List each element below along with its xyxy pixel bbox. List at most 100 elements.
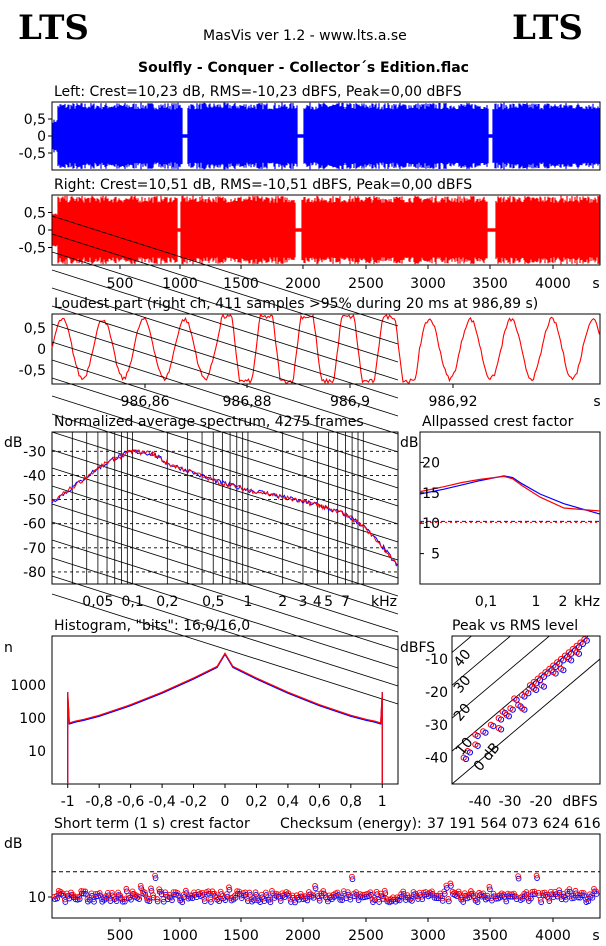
peakrms-diag-label: 10 — [453, 735, 477, 759]
spectrum-xtick: 0,5 — [202, 594, 224, 610]
app-version-line: MasVis ver 1.2 - www.lts.a.se — [203, 28, 407, 44]
peakrms-ytick: -20 — [425, 685, 448, 701]
stcrest-point-left — [113, 898, 120, 904]
allpass-xtick: 0,1 — [475, 594, 497, 610]
stcrest-point-left — [460, 899, 467, 905]
spectrum-slope — [51, 503, 399, 615]
stcrest-point-left — [515, 875, 522, 882]
left-channel-ytick: 0,5 — [24, 112, 46, 128]
stcrest-point-right — [593, 888, 599, 895]
stcrest-point-right — [199, 889, 206, 896]
stcrest-point-left — [216, 898, 223, 905]
allpass-curve-left — [419, 475, 601, 515]
stcrest-point-right — [345, 889, 351, 895]
spectrum-slope — [51, 215, 399, 327]
peakrms-point-right — [487, 721, 495, 728]
peakrms-point-right — [530, 685, 537, 692]
peakrms-point-right — [530, 678, 537, 686]
spectrum-curve-left — [51, 448, 398, 567]
stcrest-point-right — [580, 890, 587, 896]
stcrest-point-left — [76, 896, 83, 902]
stcrest-point-left — [292, 899, 298, 906]
stcrest-point-left — [538, 899, 545, 906]
spectrum-slope — [51, 269, 399, 381]
histogram-title: Histogram, "bits": 16,0/16,0 — [54, 618, 250, 634]
peakrms-point-right — [534, 675, 541, 682]
spectrum-ytick: -40 — [23, 468, 46, 484]
stcrest-point-right — [207, 896, 214, 903]
stcrest-point-left — [62, 899, 69, 905]
stcrest-point-left — [208, 899, 214, 905]
spectrum-slope — [51, 449, 399, 561]
stcrest-point-left — [312, 885, 319, 892]
loudest-xtick: 986,92 — [429, 394, 478, 410]
spectrum-slope — [51, 251, 399, 363]
stcrest-xtick: 1500 — [223, 928, 259, 944]
spectrum-ylabel: dB — [4, 435, 23, 451]
allpass-ylabel: dB — [400, 435, 419, 451]
peakrms-point-right — [503, 711, 510, 719]
stcrest-point-left — [456, 891, 462, 897]
spectrum-slope — [51, 467, 399, 579]
stcrest-point-right — [312, 883, 318, 889]
peakrms-diag-label: 20 — [451, 701, 475, 725]
peakrms-point-right — [565, 655, 572, 663]
right-channel-ytick: 0,5 — [24, 206, 46, 222]
stcrest-xtick: 2500 — [348, 928, 384, 944]
stcrest-point-right — [148, 885, 154, 892]
stcrest-point-left — [382, 890, 389, 897]
left-channel-wave — [52, 102, 600, 170]
peakrms-point-right — [515, 701, 522, 709]
stcrest-point-right — [205, 888, 212, 895]
stcrest-point-left — [593, 891, 600, 897]
peakrms-point-right — [511, 695, 518, 702]
stcrest-point-right — [152, 872, 158, 879]
spectrum-xtick: 1 — [243, 594, 252, 610]
stcrest-point-right — [137, 882, 144, 889]
stcrest-point-left — [546, 898, 553, 905]
spectrum-slope — [51, 341, 399, 453]
left-channel-ytick: 0 — [37, 129, 46, 145]
stcrest-point-right — [381, 887, 388, 894]
stcrest-point-right — [252, 889, 259, 896]
stcrest-point-right — [59, 890, 66, 897]
stcrest-point-right — [135, 893, 142, 900]
stcrest-point-right — [285, 890, 292, 897]
spectrum-ytick: -60 — [23, 517, 46, 533]
stcrest-point-right — [537, 896, 544, 903]
stcrest-point-left — [169, 897, 175, 904]
peakrms-point-right — [472, 731, 479, 738]
histogram-xtick: -0,2 — [180, 794, 207, 810]
histogram-curve-left — [67, 653, 383, 784]
spectrum-ytick: -50 — [23, 493, 46, 509]
logo-left: LTS — [18, 8, 89, 48]
peakrms-point-right — [573, 642, 580, 649]
peakrms-point-right — [499, 708, 506, 715]
time-xtick: 3000 — [410, 276, 446, 292]
peakrms-xtick: -30 — [499, 794, 522, 810]
stcrest-point-right — [105, 889, 111, 896]
peakrms-point-right — [495, 715, 502, 722]
stcrest-point-left — [54, 895, 60, 902]
logo-right: LTS — [512, 8, 583, 48]
peakrms-diag-label: 30 — [451, 673, 475, 697]
stcrest-point-left — [257, 899, 264, 905]
stcrest-point-right — [513, 893, 519, 900]
spectrum-frame — [51, 431, 399, 585]
spectrum-xtick: 0,1 — [121, 594, 143, 610]
loudest-xtick: 986,9 — [330, 394, 370, 410]
stcrest-point-right — [445, 896, 452, 902]
stcrest-point-left — [82, 891, 89, 897]
checksum-label: Checksum (energy): — [280, 816, 422, 832]
stcrest-point-right — [556, 887, 562, 894]
allpass-frame — [419, 431, 601, 585]
peakrms-frame — [451, 635, 601, 785]
stcrest-point-right — [455, 888, 462, 895]
stcrest-xtick: 3500 — [472, 928, 508, 944]
peakrms-point-right — [464, 748, 471, 755]
spectrum-ytick: -30 — [23, 444, 46, 460]
spectrum-xtick: kHz — [371, 594, 397, 610]
histogram-xtick: 0,2 — [245, 794, 267, 810]
stcrest-point-left — [409, 898, 415, 904]
stcrest-point-left — [91, 898, 97, 905]
